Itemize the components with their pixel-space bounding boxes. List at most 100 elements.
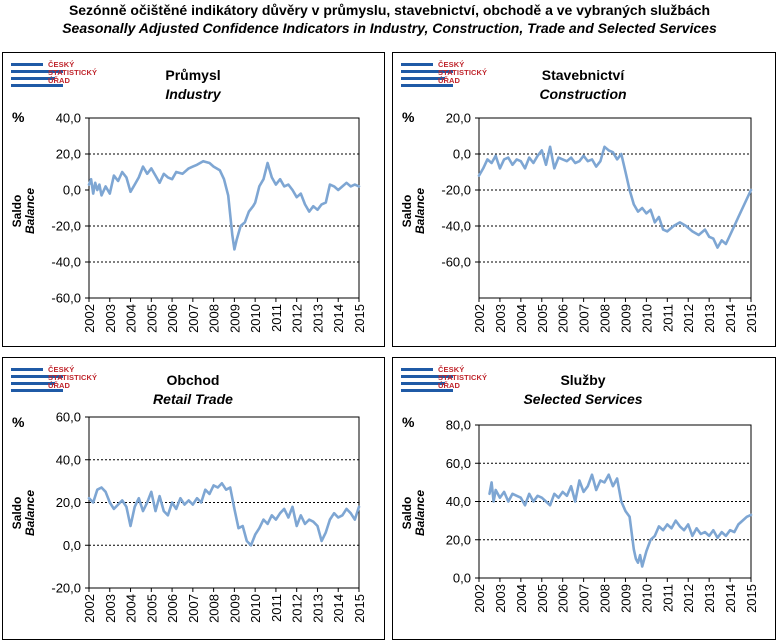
logo-stripe: [11, 368, 43, 371]
logo-stripe: [11, 382, 55, 385]
x-tick-label: 2013: [310, 304, 325, 333]
x-tick-label: 2002: [472, 304, 487, 333]
x-tick-label: 2005: [144, 304, 159, 333]
x-tick-label: 2005: [535, 304, 550, 333]
x-tick-label: 2003: [493, 304, 508, 333]
y-tick-label: -20,0: [51, 219, 81, 234]
x-tick-label: 2003: [103, 594, 118, 623]
x-tick-label: 2007: [577, 304, 592, 333]
x-tick-label: 2012: [681, 304, 696, 333]
logo-text-line3: ÚŘAD: [438, 381, 461, 390]
x-tick-label: 2009: [227, 594, 242, 623]
logo-stripe: [401, 368, 433, 371]
logo-stripe: [401, 63, 433, 66]
csu-logo: ČESKÝ STATISTICKÝ ÚŘAD: [401, 61, 501, 91]
chart-svg: -20,0 0,0 20,0 40,0 60,0 2002 2003 2004 2005 2006…: [51, 410, 367, 623]
x-tick-label: 2009: [227, 304, 242, 333]
x-tick-label: 2006: [556, 584, 571, 613]
x-tick-label: 2012: [290, 594, 305, 623]
y-tick-label: 0,0: [63, 538, 81, 553]
y-tick-label: 40,0: [446, 494, 471, 509]
x-tick-label: 2013: [702, 584, 717, 613]
x-tick-label: 2012: [681, 584, 696, 613]
chart-panel-selected-services: ČESKÝ STATISTICKÝ ÚŘAD Služby Selected Servi…: [392, 357, 776, 640]
logo-stripe: [11, 84, 63, 87]
x-tick-label: 2010: [639, 584, 654, 613]
x-tick-label: 2005: [144, 594, 159, 623]
chart-panel-industry: ČESKÝ STATISTICKÝ ÚŘAD Průmysl Industry% Sald…: [2, 52, 385, 347]
x-tick-label: 2013: [702, 304, 717, 333]
unit-label: %: [12, 414, 25, 430]
chart-panel-retail-trade: ČESKÝ STATISTICKÝ ÚŘAD Obchod Retail Trade% S…: [2, 357, 385, 640]
series-line-construction: [477, 145, 753, 249]
y-tick-label: -60,0: [441, 255, 471, 270]
y-tick-label: -40,0: [441, 219, 471, 234]
y-tick-label: -20,0: [441, 183, 471, 198]
y-tick-label: 60,0: [446, 456, 471, 471]
x-tick-label: 2006: [556, 304, 571, 333]
x-tick-label: 2008: [207, 594, 222, 623]
logo-stripe: [11, 375, 63, 378]
y-tick-label: -40,0: [51, 255, 81, 270]
x-tick-label: 2007: [186, 594, 201, 623]
logo-stripe: [401, 70, 453, 73]
series-line-retail-trade: [87, 482, 361, 547]
x-tick-label: 2003: [493, 584, 508, 613]
logo-text-line2: STATISTICKÝ: [48, 68, 98, 77]
y-tick-label: 20,0: [56, 147, 81, 162]
x-tick-label: 2015: [352, 594, 367, 623]
chart-subtitle: Industry: [165, 86, 221, 102]
x-tick-label: 2004: [514, 304, 529, 333]
csu-logo: ČESKÝ STATISTICKÝ ÚŘAD: [11, 366, 111, 396]
page-title: Sezónně očištěné indikátory důvěry v prů…: [68, 2, 711, 18]
y-tick-label: -60,0: [51, 291, 81, 306]
logo-stripe: [401, 375, 453, 378]
logo-text-line1: ČESKÝ: [48, 365, 75, 374]
x-tick-label: 2007: [577, 584, 592, 613]
y-tick-label: 20,0: [56, 495, 81, 510]
series-line-industry: [87, 159, 361, 251]
unit-label: %: [402, 414, 415, 430]
x-tick-label: 2009: [618, 584, 633, 613]
logo-stripe: [401, 389, 453, 392]
chart-svg: -60,0 -40,0 -20,0 0,0 20,0 40,0 2002 2003 2004 20…: [51, 111, 367, 333]
x-tick-label: 2005: [535, 584, 550, 613]
page-subtitle: Seasonally Adjusted Confidence Indicator…: [62, 20, 717, 36]
y-tick-label: 40,0: [56, 111, 81, 126]
chart-subtitle: Retail Trade: [153, 391, 233, 407]
x-tick-label: 2011: [269, 304, 284, 332]
y-tick-label: 20,0: [446, 532, 471, 547]
x-tick-label: 2010: [639, 304, 654, 333]
x-tick-label: 2008: [598, 304, 613, 333]
x-tick-label: 2007: [186, 304, 201, 333]
y-tick-label: 0,0: [453, 571, 471, 586]
logo-stripe: [401, 77, 445, 80]
y-tick-label: -20,0: [51, 581, 81, 596]
x-tick-label: 2003: [103, 304, 118, 333]
x-tick-label: 2012: [290, 304, 305, 333]
x-tick-label: 2010: [248, 304, 263, 333]
y-tick-label: 0,0: [63, 183, 81, 198]
logo-text-line1: ČESKÝ: [438, 365, 465, 374]
x-tick-label: 2014: [331, 594, 346, 623]
x-tick-label: 2010: [248, 594, 263, 623]
x-tick-label: 2013: [310, 594, 325, 623]
x-tick-label: 2008: [207, 304, 222, 333]
x-tick-label: 2008: [598, 584, 613, 613]
logo-text-line2: STATISTICKÝ: [48, 373, 98, 382]
chart-subtitle: Construction: [539, 86, 627, 102]
logo-stripe: [401, 84, 453, 87]
chart-svg: -60,0 -40,0 -20,0 0,0 20,0 2002 2003 2004 2005 20…: [441, 111, 759, 333]
logo-text-line1: ČESKÝ: [438, 60, 465, 69]
chart-title: Obchod: [166, 372, 220, 388]
x-tick-label: 2004: [124, 594, 139, 623]
x-tick-label: 2006: [165, 594, 180, 623]
chart-title: Průmysl: [165, 67, 221, 83]
chart-title: Služby: [560, 372, 606, 388]
x-tick-label: 2006: [165, 304, 180, 333]
x-tick-label: 2014: [723, 304, 738, 333]
logo-text-line2: STATISTICKÝ: [438, 68, 488, 77]
chart-svg: 0,0 20,0 40,0 60,0 80,0 2002 2003 2004 2005 2006 2…: [446, 418, 759, 613]
y-tick-label: 0,0: [453, 147, 471, 162]
x-tick-label: 2002: [82, 594, 97, 623]
